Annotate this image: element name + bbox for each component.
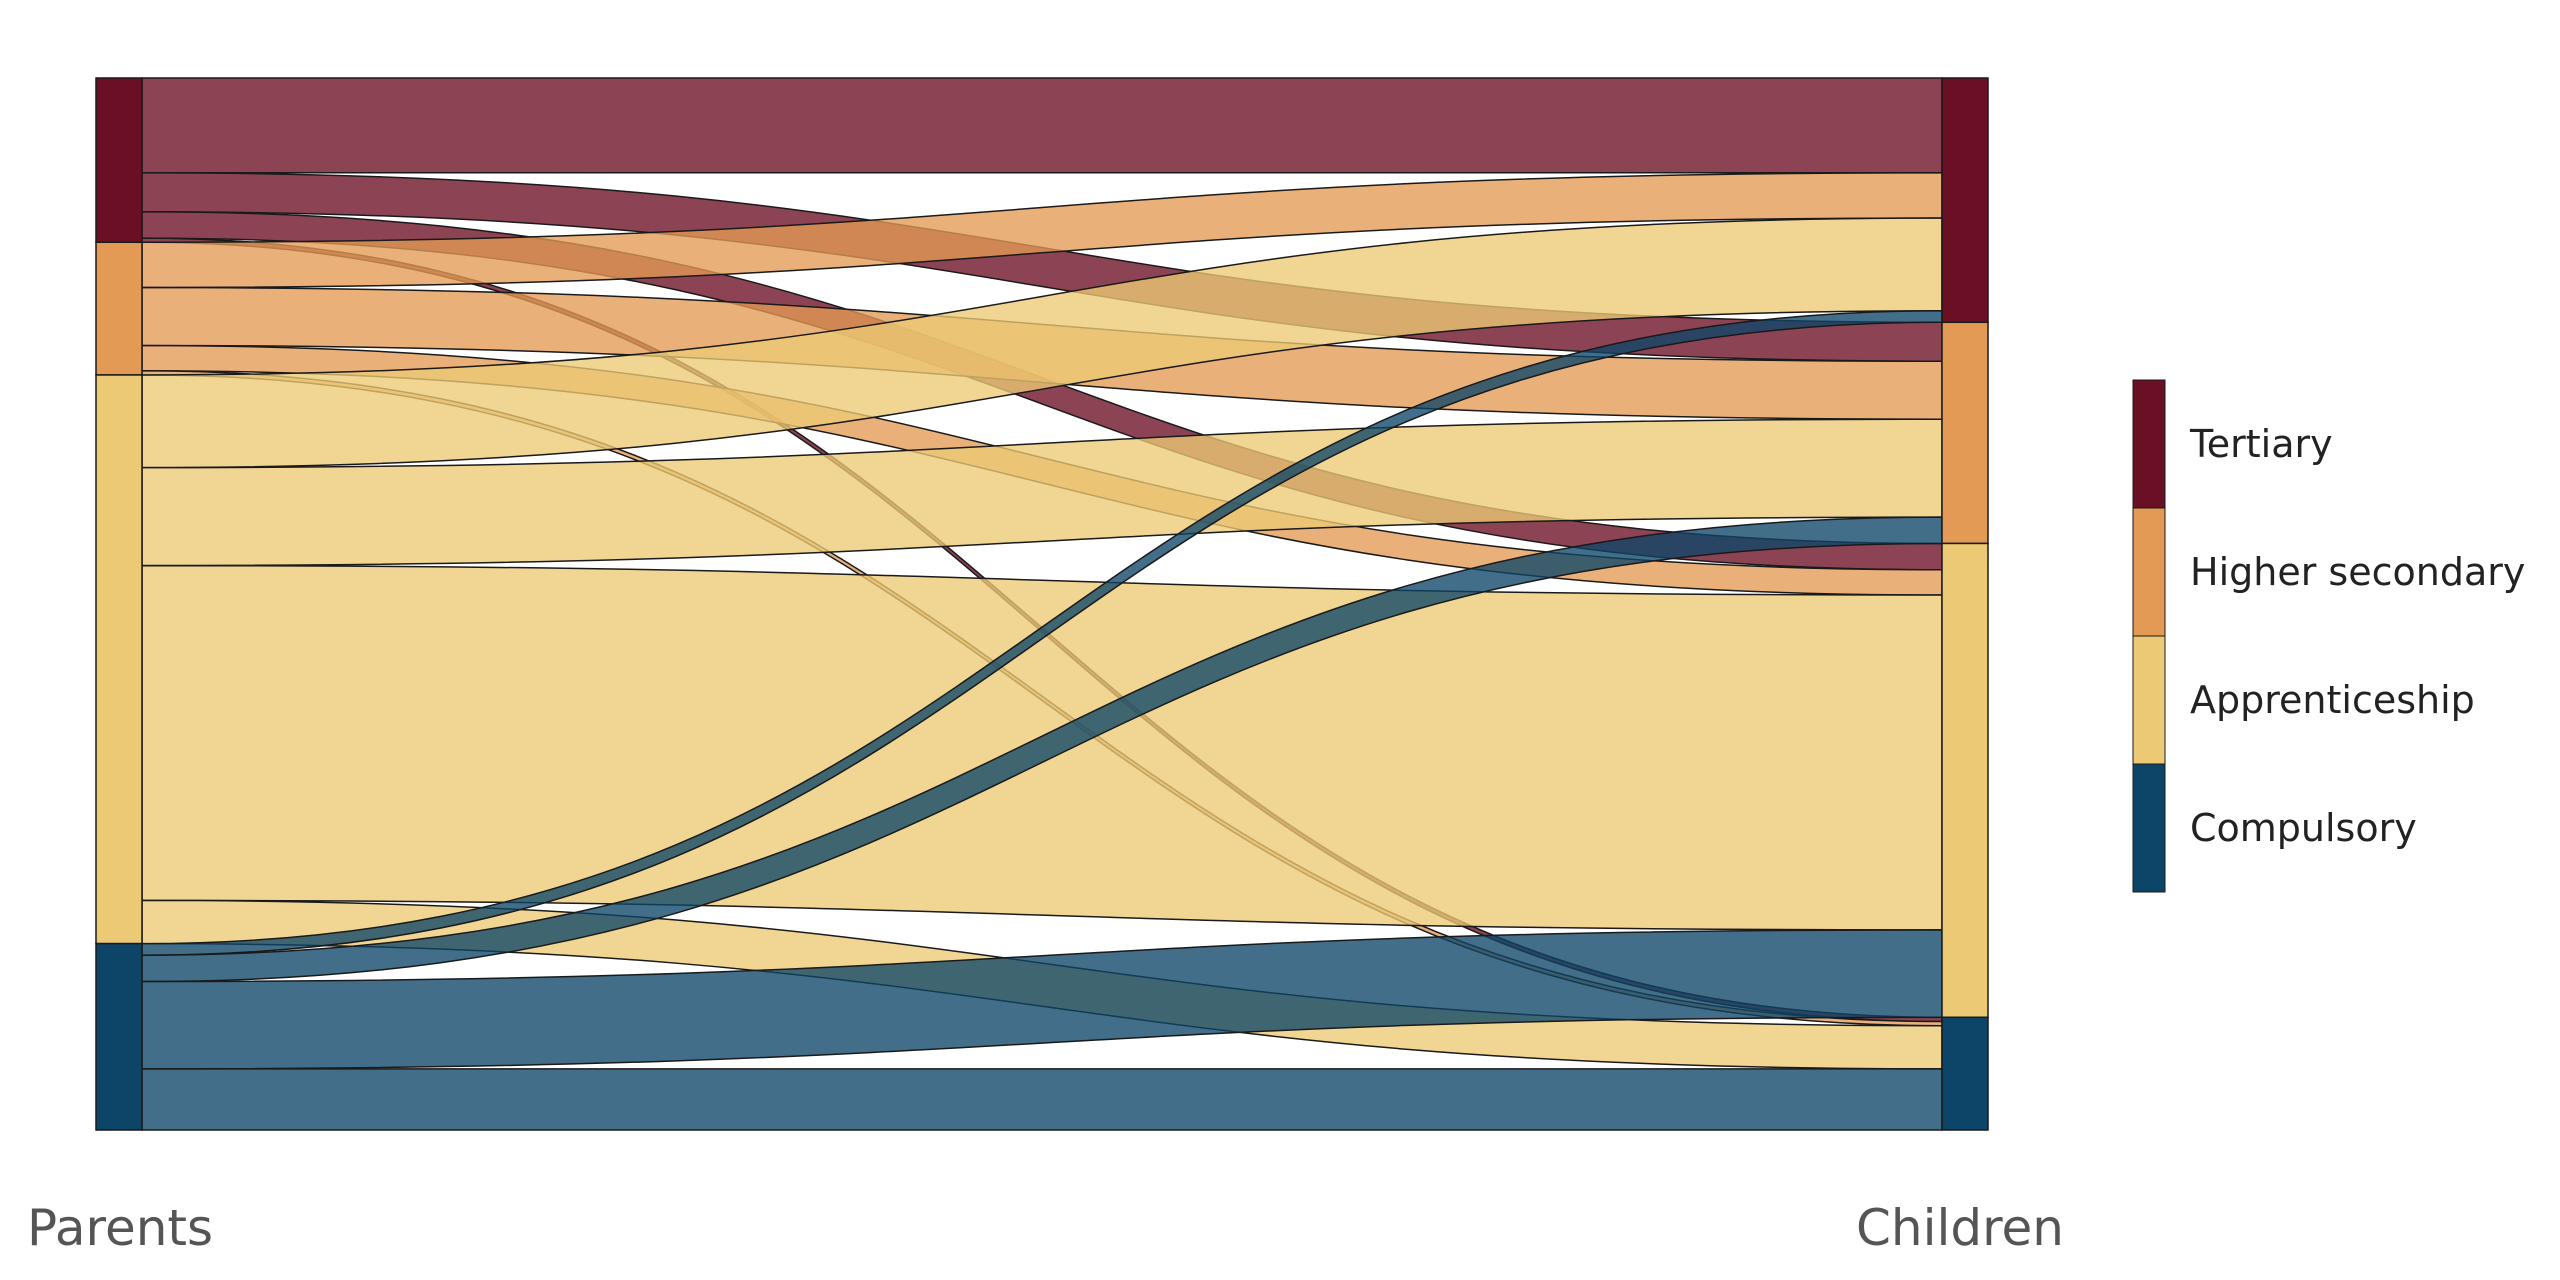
nodes-layer bbox=[95, 77, 1989, 1131]
legend-swatch-tertiary bbox=[2132, 379, 2166, 509]
right-node-tertiary bbox=[1941, 77, 1989, 324]
legend-swatch-compulsory bbox=[2132, 763, 2166, 893]
legend-swatch-apprenticeship bbox=[2132, 635, 2166, 765]
right-node-compulsory bbox=[1941, 1016, 1989, 1131]
flow-tertiary-to-tertiary bbox=[141, 77, 1943, 174]
right-node-higher-secondary bbox=[1941, 321, 1989, 545]
right-node-apprenticeship bbox=[1941, 542, 1989, 1019]
left-node-apprenticeship bbox=[95, 374, 143, 945]
left-node-compulsory bbox=[95, 942, 143, 1131]
flows-layer bbox=[141, 77, 1943, 1131]
legend: Tertiary Higher secondary Apprenticeship Co… bbox=[2132, 379, 2525, 893]
legend-label-apprenticeship: Apprenticeship bbox=[2190, 678, 2475, 722]
right-axis-label: Children bbox=[1856, 1199, 2064, 1257]
legend-label-higher-secondary: Higher secondary bbox=[2190, 550, 2525, 594]
left-node-tertiary bbox=[95, 77, 143, 244]
legend-label-tertiary: Tertiary bbox=[2189, 422, 2333, 466]
left-node-higher-secondary bbox=[95, 241, 143, 376]
legend-label-compulsory: Compulsory bbox=[2190, 806, 2417, 850]
legend-swatch-higher-secondary bbox=[2132, 507, 2166, 637]
left-axis-label: Parents bbox=[27, 1199, 213, 1257]
flow-compulsory-to-compulsory bbox=[141, 1068, 1943, 1131]
